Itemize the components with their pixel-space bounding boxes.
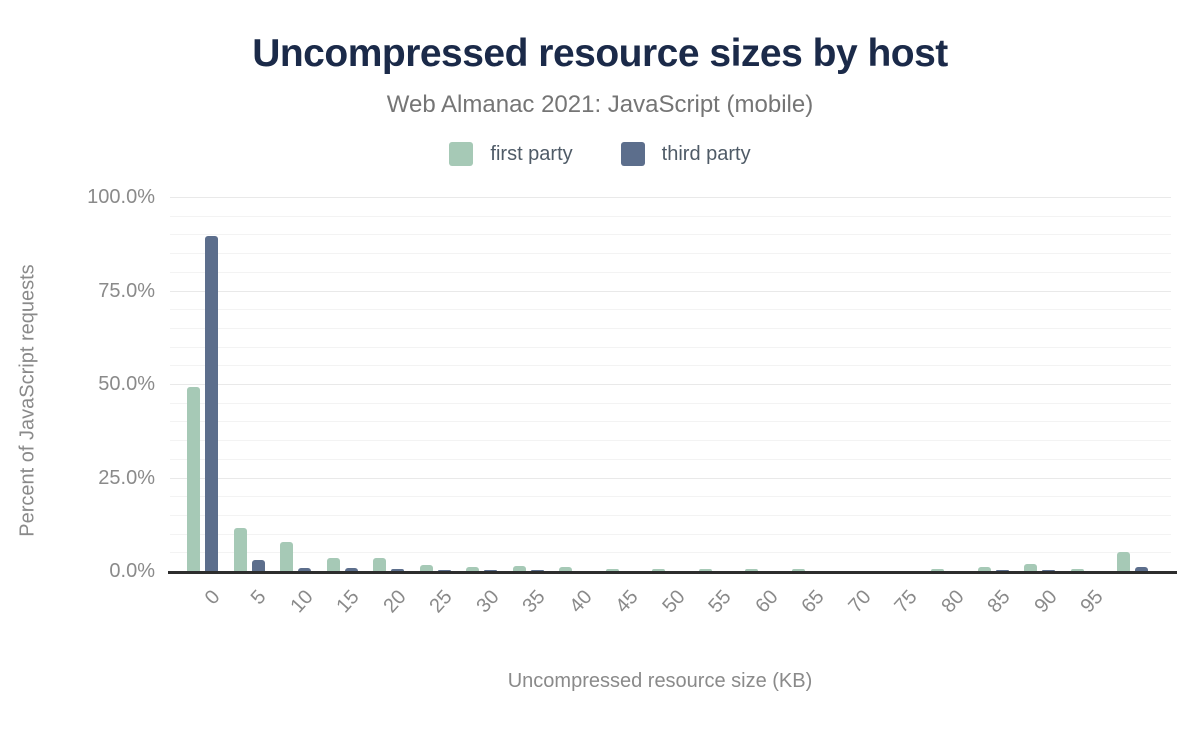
legend-label-third-party: third party [661,142,751,165]
bar-first-party[interactable] [745,568,758,571]
legend-item-first-party: first party [449,142,573,166]
gridline [170,440,1171,442]
x-tick-label: 15 [332,586,364,618]
x-tick-label: 25 [425,586,457,618]
x-axis-line [168,571,1177,574]
bar-third-party[interactable] [437,570,451,571]
x-tick-label: 65 [797,586,829,618]
x-tick-label: 95 [1076,586,1108,618]
bar-first-party[interactable] [791,568,805,571]
bar-first-party[interactable] [419,565,433,571]
x-tick-label: 10 [286,586,318,618]
gridline [170,384,1171,385]
chart-subtitle: Web Almanac 2021: JavaScript (mobile) [386,91,814,118]
x-tick-label: 40 [565,586,597,618]
gridline [170,197,1171,198]
x-tick-label: 20 [379,586,411,618]
x-tick-label: 60 [751,586,783,618]
bar-first-party[interactable] [1117,551,1130,571]
chart-title: Uncompressed resource sizes by host [252,32,948,75]
x-tick-label: 90 [1030,586,1062,618]
bar-first-party[interactable] [931,569,944,571]
x-tick-label: 75 [890,586,922,618]
bar-third-party[interactable] [1135,566,1148,571]
x-tick-label: 45 [611,586,643,618]
gridline [170,477,1171,479]
gridline [170,234,1171,236]
bar-first-party[interactable] [977,566,991,571]
x-tick-label: 35 [518,586,550,618]
bar-first-party[interactable] [605,568,619,571]
x-tick-label: 80 [937,586,969,618]
bar-third-party[interactable] [344,568,358,571]
bar-third-party[interactable] [298,568,311,571]
legend-item-third-party: third party [620,142,751,166]
gridline [170,271,1171,273]
legend-label-first-party: first party [490,142,573,165]
gridline [170,458,1171,460]
bar-first-party[interactable] [326,557,340,571]
bar-first-party[interactable] [559,567,572,571]
y-tick-label: 100.0% [87,186,155,208]
bar-first-party[interactable] [698,568,712,571]
x-tick-label: 50 [658,586,690,618]
bar-third-party[interactable] [484,570,497,571]
gridline [170,402,1171,404]
y-axis-title: Percent of JavaScript requests [16,264,39,537]
x-axis-title: Uncompressed resource size (KB) [507,670,813,692]
x-tick-label: 85 [983,586,1015,618]
x-tick-label: 5 [247,586,271,609]
y-tick-label: 75.0% [98,279,155,302]
bar-third-party[interactable] [1042,570,1055,571]
legend-swatch-first-party [449,142,474,166]
bar-first-party[interactable] [280,542,293,571]
bar-third-party[interactable] [205,235,218,571]
bar-third-party[interactable] [251,559,265,571]
bar-first-party[interactable] [652,568,665,571]
gridline [170,215,1171,217]
bar-first-party[interactable] [466,567,479,571]
gridline [170,346,1171,348]
x-tick-label: 70 [844,586,876,618]
x-tick-label: 0 [200,586,225,609]
bar-first-party[interactable] [512,565,526,571]
gridline [170,552,1171,554]
gridline [170,290,1171,292]
gridline [170,421,1171,423]
x-tick-label: 55 [704,586,736,618]
y-tick-label: 0.0% [109,560,155,582]
bar-first-party[interactable] [1070,568,1084,571]
gridline [170,327,1171,329]
gridline [170,514,1171,516]
gridline [170,496,1171,498]
bar-first-party[interactable] [1024,563,1037,571]
gridline [170,365,1171,367]
gridline [170,309,1171,311]
bar-first-party[interactable] [187,387,200,571]
legend-swatch-third-party [620,142,645,166]
x-tick-label: 30 [472,586,504,618]
bar-first-party[interactable] [373,557,386,571]
y-tick-label: 25.0% [98,466,155,489]
gridline [170,533,1171,535]
bar-third-party[interactable] [391,568,404,571]
y-tick-label: 50.0% [98,373,155,395]
bar-first-party[interactable] [233,528,247,571]
legend: first party third party [0,142,1200,166]
bar-third-party[interactable] [995,570,1009,571]
gridline [170,253,1171,255]
bar-third-party[interactable] [530,570,544,571]
